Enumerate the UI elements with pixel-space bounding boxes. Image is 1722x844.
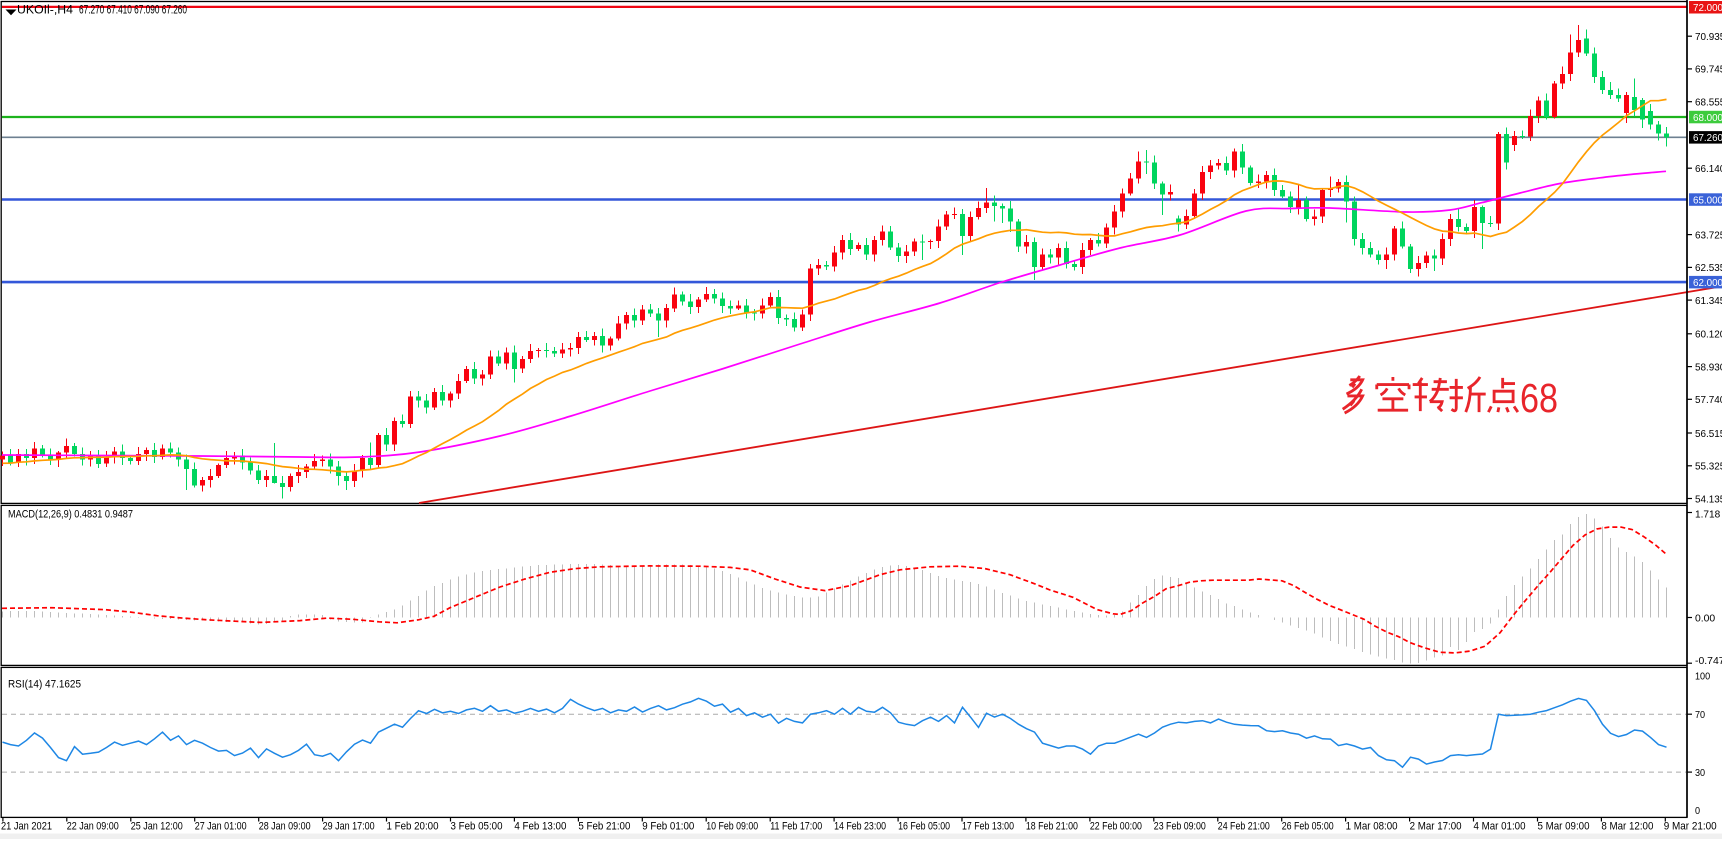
svg-text:22 Feb 00:00: 22 Feb 00:00 bbox=[1090, 821, 1142, 833]
svg-text:63.725: 63.725 bbox=[1695, 229, 1722, 241]
svg-text:55.325: 55.325 bbox=[1695, 461, 1722, 473]
svg-text:67.270 67.410 67.090 67.260: 67.270 67.410 67.090 67.260 bbox=[79, 4, 187, 16]
svg-text:16 Feb 05:00: 16 Feb 05:00 bbox=[898, 821, 950, 833]
svg-text:22 Jan 09:00: 22 Jan 09:00 bbox=[67, 821, 119, 833]
svg-text:-0.7475: -0.7475 bbox=[1695, 655, 1722, 667]
svg-text:1 Mar 08:00: 1 Mar 08:00 bbox=[1346, 821, 1398, 833]
svg-text:9 Mar 21:00: 9 Mar 21:00 bbox=[1664, 821, 1717, 833]
svg-text:4 Feb 13:00: 4 Feb 13:00 bbox=[514, 821, 566, 833]
svg-text:27 Jan 01:00: 27 Jan 01:00 bbox=[195, 821, 247, 833]
svg-text:RSI(14) 47.1625: RSI(14) 47.1625 bbox=[8, 679, 81, 691]
svg-text:3 Feb 05:00: 3 Feb 05:00 bbox=[451, 821, 503, 833]
svg-text:5 Feb 21:00: 5 Feb 21:00 bbox=[578, 821, 630, 833]
svg-text:69.745: 69.745 bbox=[1695, 64, 1722, 76]
svg-text:68: 68 bbox=[1520, 375, 1558, 421]
svg-text:70: 70 bbox=[1695, 709, 1705, 721]
svg-text:72.000: 72.000 bbox=[1693, 2, 1722, 14]
svg-text:21 Jan 2021: 21 Jan 2021 bbox=[1, 821, 52, 833]
svg-text:1.718: 1.718 bbox=[1695, 508, 1720, 520]
svg-text:29 Jan 17:00: 29 Jan 17:00 bbox=[323, 821, 375, 833]
svg-text:58.930: 58.930 bbox=[1695, 361, 1722, 373]
svg-text:67.260: 67.260 bbox=[1693, 132, 1722, 144]
svg-text:62.000: 62.000 bbox=[1693, 277, 1722, 289]
svg-text:66.140: 66.140 bbox=[1695, 163, 1722, 175]
svg-text:65.000: 65.000 bbox=[1693, 194, 1722, 206]
svg-text:MACD(12,26,9) 0.4831 0.9487: MACD(12,26,9) 0.4831 0.9487 bbox=[8, 509, 133, 521]
svg-text:61.345: 61.345 bbox=[1695, 295, 1722, 307]
svg-text:57.740: 57.740 bbox=[1695, 394, 1722, 406]
svg-text:70.935: 70.935 bbox=[1695, 31, 1722, 43]
svg-text:17 Feb 13:00: 17 Feb 13:00 bbox=[962, 821, 1014, 833]
svg-text:4 Mar 01:00: 4 Mar 01:00 bbox=[1474, 821, 1526, 833]
svg-text:14 Feb 23:00: 14 Feb 23:00 bbox=[834, 821, 886, 833]
svg-text:8 Mar 12:00: 8 Mar 12:00 bbox=[1601, 821, 1653, 833]
svg-text:1 Feb 20:00: 1 Feb 20:00 bbox=[387, 821, 439, 833]
svg-text:0.00: 0.00 bbox=[1695, 612, 1715, 624]
svg-text:18 Feb 21:00: 18 Feb 21:00 bbox=[1026, 821, 1078, 833]
svg-text:68.000: 68.000 bbox=[1693, 112, 1722, 124]
svg-text:26 Feb 05:00: 26 Feb 05:00 bbox=[1282, 821, 1334, 833]
svg-text:54.135: 54.135 bbox=[1695, 493, 1722, 505]
svg-text:62.535: 62.535 bbox=[1695, 262, 1722, 274]
svg-text:60.120: 60.120 bbox=[1695, 329, 1722, 341]
svg-text:5 Mar 09:00: 5 Mar 09:00 bbox=[1538, 821, 1590, 833]
svg-text:0: 0 bbox=[1695, 805, 1700, 817]
svg-text:100: 100 bbox=[1695, 670, 1710, 682]
svg-text:28 Jan 09:00: 28 Jan 09:00 bbox=[259, 821, 311, 833]
svg-text:11 Feb 17:00: 11 Feb 17:00 bbox=[770, 821, 822, 833]
svg-text:23 Feb 09:00: 23 Feb 09:00 bbox=[1154, 821, 1206, 833]
svg-text:2 Mar 17:00: 2 Mar 17:00 bbox=[1410, 821, 1462, 833]
svg-text:30: 30 bbox=[1695, 767, 1705, 779]
svg-text:25 Jan 12:00: 25 Jan 12:00 bbox=[131, 821, 183, 833]
svg-text:9 Feb 01:00: 9 Feb 01:00 bbox=[642, 821, 694, 833]
svg-text:68.555: 68.555 bbox=[1695, 97, 1722, 109]
svg-text:10 Feb 09:00: 10 Feb 09:00 bbox=[706, 821, 758, 833]
svg-text:UKOIl-,H4: UKOIl-,H4 bbox=[17, 4, 74, 16]
svg-text:56.515: 56.515 bbox=[1695, 428, 1722, 440]
svg-text:24 Feb 21:00: 24 Feb 21:00 bbox=[1218, 821, 1270, 833]
